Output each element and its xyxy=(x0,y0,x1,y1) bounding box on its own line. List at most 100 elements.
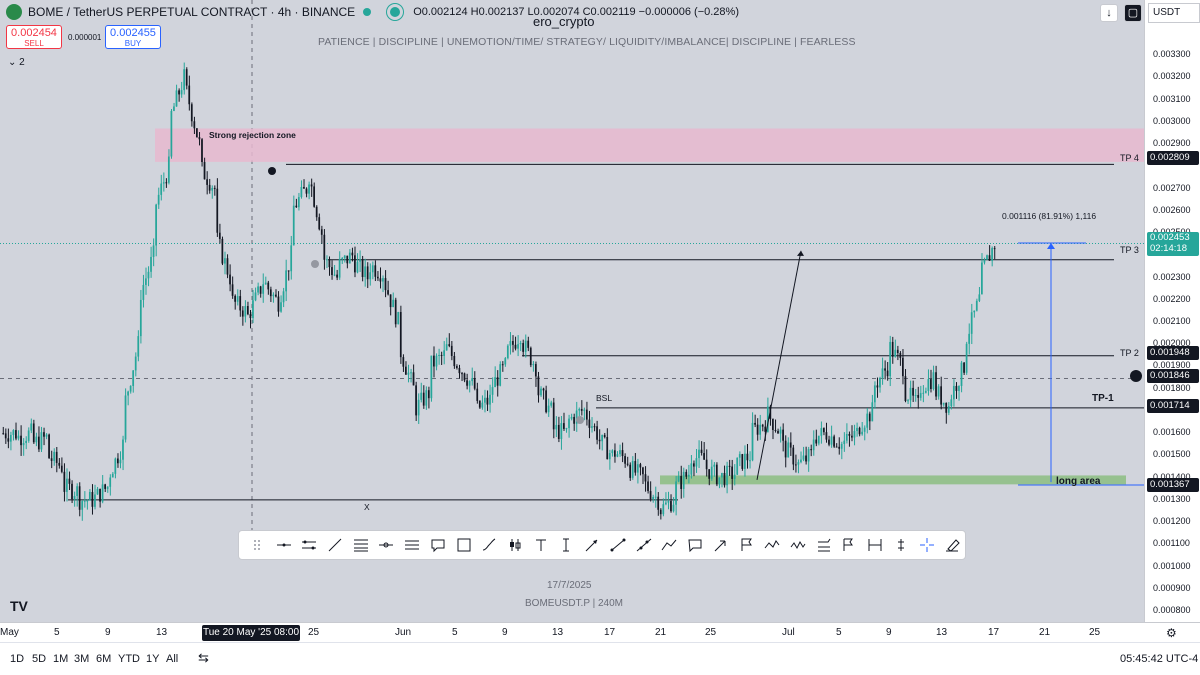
pattern-tool-icon[interactable] xyxy=(759,534,785,556)
buy-button[interactable]: 0.002455 BUY xyxy=(105,25,161,49)
drawing-toolbar[interactable] xyxy=(238,530,966,560)
flag-tool-icon[interactable] xyxy=(734,534,760,556)
candle-body xyxy=(433,355,435,367)
symbol-title[interactable]: BOME / TetherUS PERPETUAL CONTRACT · 4h … xyxy=(28,5,356,19)
candle-body xyxy=(563,423,565,429)
price-tick-label: 0.002600 xyxy=(1153,204,1191,215)
visibility-eye-icon[interactable] xyxy=(387,4,404,20)
candle-body xyxy=(132,370,135,386)
settings-gear-icon[interactable]: ⚙ xyxy=(1166,626,1177,640)
candle-body xyxy=(754,422,756,425)
range-button-1m[interactable]: 1M xyxy=(53,653,69,665)
date-range-picker-icon[interactable]: ⇆ xyxy=(198,650,209,665)
candle-body xyxy=(657,496,660,510)
sell-button[interactable]: 0.002454 SELL xyxy=(6,25,62,49)
candle-body xyxy=(150,256,152,272)
indicators-toggle[interactable]: ⌄ 2 xyxy=(8,57,25,68)
candle-body xyxy=(461,373,463,375)
arrow-tool-icon[interactable] xyxy=(708,534,734,556)
range-button-1d[interactable]: 1D xyxy=(10,653,25,665)
candle-body xyxy=(127,391,129,396)
indicator-count: 2 xyxy=(19,57,25,68)
eraser-tool-icon[interactable] xyxy=(939,534,965,556)
range-button-all[interactable]: All xyxy=(166,653,179,665)
candle-body xyxy=(246,306,249,315)
range-button-3m[interactable]: 3M xyxy=(74,653,90,665)
candle-body xyxy=(226,258,229,275)
candle-body xyxy=(331,267,333,276)
event-marker-icon xyxy=(576,416,584,424)
channel-tool-icon[interactable] xyxy=(399,534,425,556)
price-tick-label: 0.003300 xyxy=(1153,49,1191,60)
range-button-ytd[interactable]: YTD xyxy=(118,653,140,665)
top-right-controls: ↓ ▢ USDT xyxy=(1100,3,1200,23)
candle-body xyxy=(968,333,971,344)
candle-body xyxy=(104,484,106,489)
fib-tool-icon[interactable] xyxy=(348,534,374,556)
candle-body xyxy=(677,476,680,482)
rectangle-tool-icon[interactable] xyxy=(451,534,477,556)
currency-select[interactable]: USDT xyxy=(1148,3,1200,23)
candle-body xyxy=(947,406,950,413)
candle-body xyxy=(412,372,415,386)
candle-body xyxy=(241,310,244,317)
arrow-marker-tool-icon[interactable] xyxy=(579,534,605,556)
candle-body xyxy=(527,340,530,348)
candle-body xyxy=(659,509,662,515)
parallel-lines-tool-icon[interactable] xyxy=(296,534,322,556)
path-tool-icon[interactable] xyxy=(657,534,683,556)
candle-body xyxy=(448,344,451,346)
banner-text: PATIENCE | DISCIPLINE | UNEMOTION/TIME/ … xyxy=(318,36,856,48)
extended-line-tool-icon[interactable] xyxy=(631,534,657,556)
candles-tool-icon[interactable] xyxy=(502,534,528,556)
price-chart[interactable] xyxy=(0,0,1144,622)
text-tool-icon[interactable] xyxy=(528,534,554,556)
candle-body xyxy=(958,385,960,391)
price-range-tool-icon[interactable] xyxy=(888,534,914,556)
screenshot-icon[interactable]: ▢ xyxy=(1124,4,1142,22)
long-position-tool-icon[interactable] xyxy=(837,534,863,556)
candle-body xyxy=(853,431,856,438)
tradingview-logo-icon[interactable]: TV xyxy=(10,598,28,614)
range-button-5d[interactable]: 5D xyxy=(32,653,47,665)
brush-tool-icon[interactable] xyxy=(476,534,502,556)
time-axis[interactable]: May 5 9 13 25 Jun 5 9 13 17 21 25 Jul 5 9 13 17 21 25 Tue … xyxy=(0,622,1200,642)
elliott-wave-tool-icon[interactable] xyxy=(785,534,811,556)
candle-body xyxy=(585,409,588,420)
horizontal-line-tool-icon[interactable] xyxy=(271,534,297,556)
price-axis[interactable]: 0.003300 0.003200 0.003100 0.003000 0.002900… xyxy=(1144,0,1200,622)
range-button-6m[interactable]: 6M xyxy=(96,653,112,665)
price-tick-label: 0.002200 xyxy=(1153,293,1191,304)
clock[interactable]: 05:45:42 UTC-4 xyxy=(1120,653,1199,665)
line-segment-tool-icon[interactable] xyxy=(605,534,631,556)
candle-body xyxy=(866,413,869,428)
crosshair-tool-icon[interactable] xyxy=(914,534,940,556)
range-button-1y[interactable]: 1Y xyxy=(146,653,160,665)
ray-tool-icon[interactable] xyxy=(374,534,400,556)
date-range-tool-icon[interactable] xyxy=(862,534,888,556)
candle-body xyxy=(710,466,713,479)
candle-body xyxy=(664,502,667,505)
anchored-text-tool-icon[interactable] xyxy=(554,534,580,556)
candle-body xyxy=(917,395,920,398)
candle-body xyxy=(48,434,50,459)
candle-body xyxy=(575,410,578,424)
candle-body xyxy=(280,302,282,312)
comment-tool-icon[interactable] xyxy=(682,534,708,556)
add-alert-icon xyxy=(1130,370,1142,382)
market-status-icon xyxy=(363,8,372,16)
arrow-down-icon[interactable]: ↓ xyxy=(1100,4,1118,22)
candle-body xyxy=(430,355,433,399)
drag-handle-icon[interactable] xyxy=(245,534,271,556)
callout-tool-icon[interactable] xyxy=(425,534,451,556)
watermark-date: 17/7/2025 xyxy=(547,580,592,591)
trend-line-tool-icon[interactable] xyxy=(322,534,348,556)
position-tool-icon[interactable] xyxy=(811,534,837,556)
candle-body xyxy=(822,428,825,433)
chart-pane[interactable]: BOME / TetherUS PERPETUAL CONTRACT · 4h … xyxy=(0,0,1144,622)
candle-body xyxy=(392,299,395,308)
candle-body xyxy=(721,473,723,478)
candle-body xyxy=(162,182,165,184)
candle-body xyxy=(410,372,412,374)
candle-body xyxy=(512,341,514,345)
